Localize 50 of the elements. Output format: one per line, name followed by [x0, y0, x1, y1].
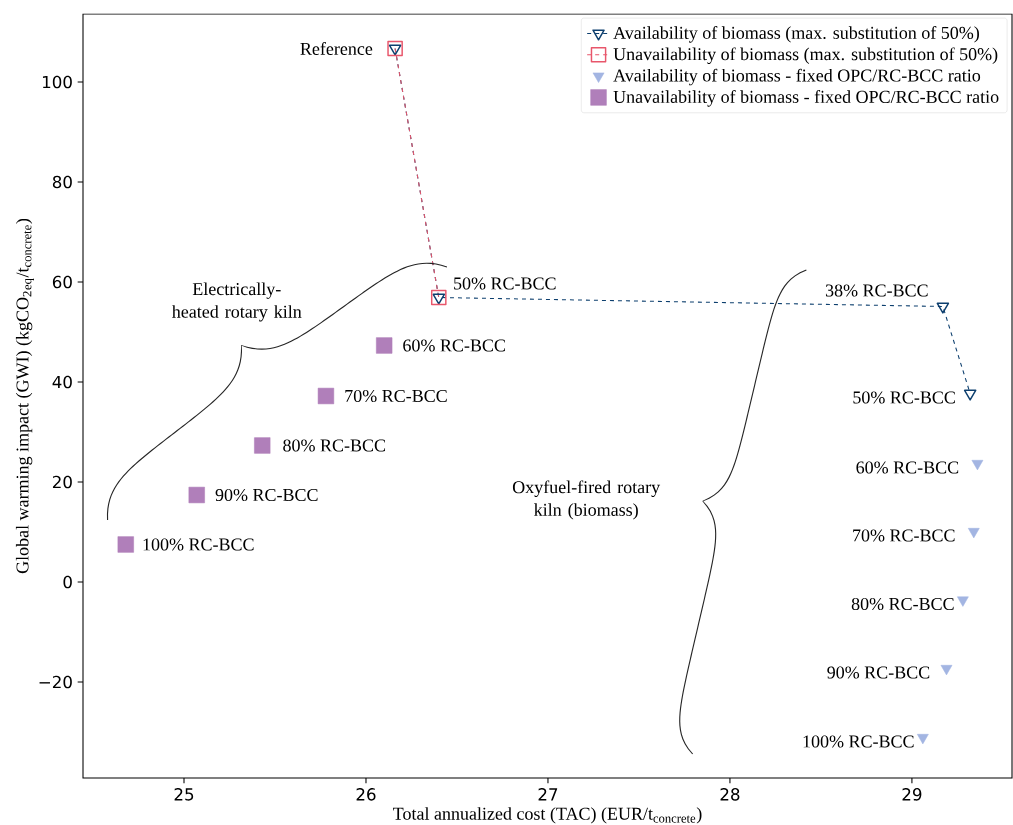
y-axis-title: Global warming impact (GWI) (kgCO$_{2eq}$/t$_{concrete}$) [15, 218, 34, 574]
annotation: 38% RC-BCC [825, 284, 928, 297]
annotation: 70% RC-BCC [853, 529, 955, 542]
point [254, 437, 271, 454]
point [940, 665, 953, 676]
legend-label: Availability of biomass - fixed OPC/RC-BCC ratio [613, 68, 981, 86]
y-tick-label: 0 [63, 575, 72, 589]
point [430, 289, 447, 306]
legend-label: Unavailability of biomass - fixed OPC/RC-BCC ratio [613, 90, 999, 107]
annotation: 70% RC-BCC [345, 389, 447, 403]
point [967, 528, 980, 539]
y-tick-label: 20 [52, 475, 72, 489]
point [917, 734, 929, 745]
point [432, 293, 446, 305]
y-tick-label: 40 [52, 375, 72, 389]
annotation: Oxyfuel-fired rotary kiln (biomass) [512, 480, 661, 520]
annotation: 60% RC-BCC [856, 461, 959, 474]
annotation: 100% RC-BCC [803, 735, 914, 748]
y-tick-label: 60 [52, 275, 72, 289]
point [387, 40, 403, 57]
point [957, 596, 969, 607]
x-tick-label: 27 [538, 788, 558, 801]
point [936, 302, 950, 314]
point [971, 460, 984, 471]
x-tick-label: 26 [356, 788, 376, 801]
annotation: Reference [300, 42, 373, 55]
y-tick-label: −20 [39, 675, 72, 689]
annotation: 80% RC-BCC [851, 597, 954, 611]
annotation: 100% RC-BCC [143, 538, 254, 551]
y-tick-label: 80 [52, 175, 72, 189]
annotation: 90% RC-BCC [827, 666, 930, 679]
annotation: Electrically-heated rotary kiln [171, 282, 302, 322]
point [376, 337, 393, 354]
annotation: 90% RC-BCC [215, 488, 318, 502]
legend-label: Unavailability of biomass (max. substitution of 50%) [613, 47, 998, 64]
annotation: 80% RC-BCC [283, 439, 386, 452]
annotation: 50% RC-BCC [454, 277, 556, 290]
y-tick-label: 100 [42, 75, 72, 89]
x-axis-title: Total annualized cost (TAC) (EUR/t$_{concrete}$) [393, 807, 702, 824]
x-tick-label: 25 [174, 788, 194, 801]
annotation: 60% RC-BCC [403, 339, 505, 352]
x-tick-label: 29 [902, 788, 922, 801]
x-tick-label: 28 [720, 788, 740, 801]
point [117, 536, 134, 553]
point [388, 44, 402, 56]
point [317, 387, 335, 405]
point [188, 486, 205, 504]
annotation: 50% RC-BCC [853, 391, 955, 404]
point [963, 389, 977, 401]
legend-label: Availability of biomass (max. substitution of 50%) [613, 26, 979, 43]
